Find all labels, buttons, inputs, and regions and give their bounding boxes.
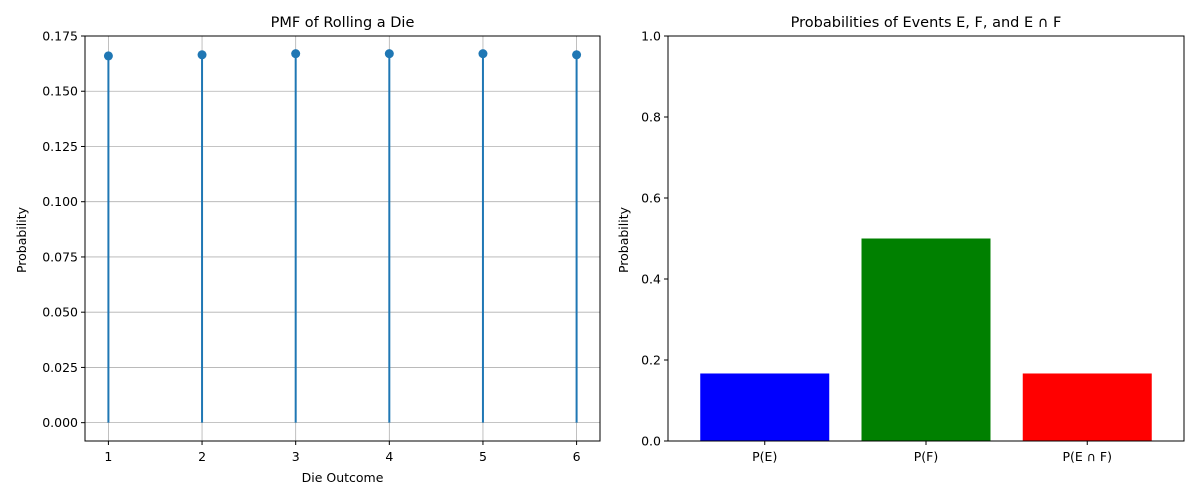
events-bar bbox=[861, 238, 991, 441]
pmf-chart: PMF of Rolling a Die Die Outcome Probabi… bbox=[14, 15, 601, 485]
pmf-stem-marker bbox=[103, 51, 113, 61]
pmf-stems bbox=[103, 49, 582, 423]
events-y-tick-label: 0.4 bbox=[641, 272, 661, 287]
events-x-ticks: P(E) P(F) P(E ∩ F) bbox=[752, 441, 1112, 464]
events-x-tick-label: P(E ∩ F) bbox=[1063, 449, 1112, 464]
pmf-y-tick-label: 0.125 bbox=[42, 139, 78, 154]
pmf-x-tick-label: 4 bbox=[385, 449, 393, 464]
events-bar bbox=[700, 373, 830, 441]
events-x-tick-label: P(F) bbox=[914, 449, 938, 464]
pmf-axes-frame bbox=[84, 35, 601, 442]
pmf-x-ticks: 1 2 3 4 5 6 bbox=[104, 441, 581, 464]
events-chart-ylabel: Probability bbox=[616, 206, 631, 273]
events-y-tick-label: 1.0 bbox=[641, 29, 661, 44]
pmf-chart-ylabel: Probability bbox=[14, 206, 29, 273]
events-chart-title: Probabilities of Events E, F, and E ∩ F bbox=[791, 15, 1062, 31]
pmf-y-tick-label: 0.050 bbox=[42, 305, 78, 320]
pmf-stem-marker bbox=[572, 50, 582, 60]
events-y-tick-label: 0.8 bbox=[641, 110, 661, 125]
pmf-x-tick-label: 5 bbox=[479, 449, 487, 464]
pmf-gridlines bbox=[85, 35, 600, 441]
pmf-x-tick-label: 1 bbox=[104, 449, 112, 464]
events-y-tick-label: 0.2 bbox=[641, 353, 661, 368]
pmf-chart-xlabel: Die Outcome bbox=[302, 470, 384, 485]
pmf-stem-marker bbox=[478, 49, 488, 59]
pmf-y-tick-label: 0.075 bbox=[42, 249, 78, 264]
pmf-stem-marker bbox=[291, 49, 301, 59]
pmf-stem-marker bbox=[197, 50, 207, 60]
pmf-y-tick-label: 0.150 bbox=[42, 84, 78, 99]
pmf-x-tick-label: 3 bbox=[292, 449, 300, 464]
events-chart: Probabilities of Events E, F, and E ∩ F … bbox=[616, 15, 1185, 464]
events-bar bbox=[1022, 373, 1152, 441]
pmf-x-tick-label: 6 bbox=[573, 449, 581, 464]
pmf-y-tick-label: 0.175 bbox=[42, 29, 78, 44]
pmf-y-tick-label: 0.000 bbox=[42, 415, 78, 430]
events-bars bbox=[700, 238, 1152, 441]
pmf-y-ticks: 0.000 0.025 0.050 0.075 0.100 0.125 0.150 0.175 bbox=[42, 29, 85, 430]
events-y-tick-label: 0.0 bbox=[641, 434, 661, 449]
events-y-ticks: 0.0 0.2 0.4 0.6 0.8 1.0 bbox=[641, 29, 668, 449]
events-x-tick-label: P(E) bbox=[752, 449, 777, 464]
events-y-tick-label: 0.6 bbox=[641, 191, 661, 206]
pmf-y-tick-label: 0.025 bbox=[42, 360, 78, 375]
pmf-y-tick-label: 0.100 bbox=[42, 194, 78, 209]
pmf-chart-title: PMF of Rolling a Die bbox=[271, 15, 415, 31]
pmf-stem-marker bbox=[384, 49, 394, 59]
pmf-x-tick-label: 2 bbox=[198, 449, 206, 464]
events-axes-frame bbox=[667, 35, 1185, 442]
